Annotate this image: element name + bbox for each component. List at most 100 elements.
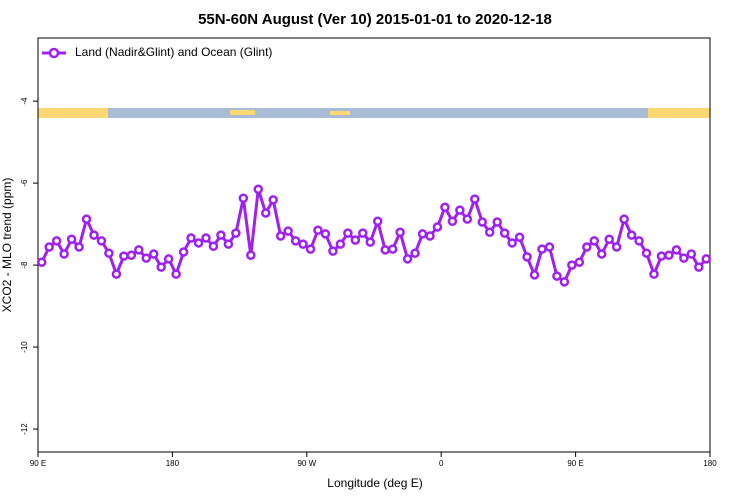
point (320, 229, 331, 239)
point (470, 194, 480, 204)
point (380, 245, 390, 255)
point (499, 228, 510, 238)
point (148, 249, 159, 259)
point (372, 216, 383, 226)
point (283, 226, 293, 236)
point (686, 249, 697, 259)
point (253, 184, 264, 195)
point (290, 236, 301, 246)
point (305, 244, 316, 254)
point (59, 249, 69, 259)
point (44, 242, 54, 252)
point (462, 214, 473, 224)
point (432, 222, 443, 232)
point (522, 252, 532, 262)
point (664, 250, 674, 260)
point (679, 253, 689, 263)
point (589, 236, 600, 246)
point (626, 230, 637, 240)
x-tick-label: 180 (166, 459, 180, 468)
point (671, 245, 682, 255)
point (74, 242, 84, 252)
point (298, 239, 308, 249)
point (268, 195, 278, 205)
y-axis-label: XCO2 - MLO trend (ppm) (0, 178, 14, 313)
land-band (330, 111, 350, 115)
point (186, 233, 196, 243)
y-tick-label: -10 (20, 341, 29, 353)
point (81, 214, 92, 224)
land-band (648, 108, 710, 118)
point (238, 193, 249, 204)
land-band (230, 110, 255, 115)
point (328, 246, 338, 256)
point (634, 236, 644, 246)
point (66, 234, 77, 245)
point (156, 262, 166, 272)
point (552, 271, 562, 281)
point (537, 244, 547, 254)
point (208, 241, 219, 251)
point (484, 227, 495, 238)
point (582, 242, 592, 252)
point (201, 233, 211, 243)
point (694, 262, 704, 272)
point (343, 228, 353, 238)
point (365, 237, 376, 247)
point (350, 235, 361, 245)
x-tick-label: 180 (703, 459, 717, 468)
point (559, 277, 570, 287)
point (649, 269, 659, 279)
chart-title: 55N-60N August (Ver 10) 2015-01-01 to 20… (198, 11, 552, 28)
y-tick-label: -8 (20, 261, 29, 269)
point (223, 239, 234, 249)
point (425, 231, 435, 241)
point (313, 225, 323, 235)
point (89, 230, 99, 240)
point (507, 238, 517, 248)
point (440, 202, 450, 213)
point (611, 242, 622, 252)
point (141, 253, 152, 263)
point (574, 257, 585, 267)
point (604, 234, 614, 245)
point (104, 248, 114, 258)
point (395, 227, 405, 238)
point (178, 247, 189, 257)
point (529, 270, 540, 280)
point (447, 216, 458, 226)
y-tick-label: -4 (20, 97, 29, 105)
point (410, 248, 420, 258)
point (455, 205, 465, 215)
point (111, 269, 122, 279)
point (216, 230, 226, 240)
point (51, 236, 62, 246)
point (358, 228, 368, 238)
point (492, 217, 502, 227)
point (477, 217, 488, 227)
point (275, 231, 286, 241)
point (596, 249, 607, 259)
land-ocean-strip (38, 108, 710, 118)
point (193, 238, 204, 248)
point (36, 257, 47, 267)
point (171, 269, 181, 279)
point (544, 242, 555, 252)
y-tick-label: -12 (20, 423, 29, 435)
point (567, 260, 577, 270)
x-tick-label: 90 E (567, 459, 583, 468)
point (387, 244, 398, 254)
point (246, 250, 256, 260)
legend-label: Land (Nadir&Glint) and Ocean (Glint) (75, 45, 272, 59)
x-tick-label: 90 W (297, 459, 316, 468)
point (260, 208, 271, 218)
point (641, 248, 652, 258)
land-band (38, 108, 108, 118)
point (417, 229, 428, 239)
x-axis-label: Longitude (deg E) (327, 476, 422, 490)
y-tick-label: -6 (20, 179, 29, 187)
plot-frame (37, 37, 711, 453)
point (656, 251, 667, 261)
x-tick-label: 90 E (30, 459, 46, 468)
